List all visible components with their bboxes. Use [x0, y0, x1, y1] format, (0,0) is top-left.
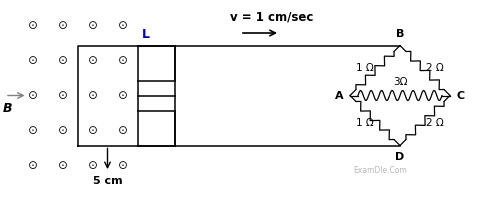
Text: 3Ω: 3Ω — [393, 77, 407, 87]
Text: ⊙: ⊙ — [88, 89, 98, 102]
Text: ⊙: ⊙ — [118, 124, 128, 137]
Text: ⊙: ⊙ — [58, 124, 68, 137]
Text: ⊙: ⊙ — [88, 54, 98, 67]
Text: v = 1 cm/sec: v = 1 cm/sec — [230, 10, 314, 23]
Text: 2 Ω: 2 Ω — [426, 118, 444, 128]
Text: L: L — [142, 27, 150, 41]
Text: ⊙: ⊙ — [58, 19, 68, 32]
Text: 1 Ω: 1 Ω — [356, 63, 374, 73]
Text: ⊙: ⊙ — [88, 19, 98, 32]
Text: C: C — [456, 90, 464, 100]
Text: ⊙: ⊙ — [58, 89, 68, 102]
Text: B: B — [396, 29, 404, 39]
Text: 1 Ω: 1 Ω — [356, 118, 374, 128]
Text: ExamDle.Com: ExamDle.Com — [353, 166, 407, 175]
Text: ⊙: ⊙ — [58, 159, 68, 172]
Text: ⊙: ⊙ — [88, 159, 98, 172]
Text: ⊙: ⊙ — [118, 54, 128, 67]
Text: ⊙: ⊙ — [118, 159, 128, 172]
Text: 5 cm: 5 cm — [92, 176, 122, 186]
Text: ⊙: ⊙ — [28, 19, 38, 32]
Text: ⊙: ⊙ — [118, 89, 128, 102]
Text: ⊙: ⊙ — [28, 89, 38, 102]
Text: ⊙: ⊙ — [28, 159, 38, 172]
Text: ⊙: ⊙ — [58, 54, 68, 67]
Text: A: A — [335, 90, 344, 100]
Text: 2 Ω: 2 Ω — [426, 63, 444, 73]
Text: ⊙: ⊙ — [28, 124, 38, 137]
Text: ⊙: ⊙ — [88, 124, 98, 137]
Text: ⊙: ⊙ — [28, 54, 38, 67]
Text: D: D — [396, 152, 404, 162]
Text: B: B — [2, 102, 12, 114]
Text: ⊙: ⊙ — [118, 19, 128, 32]
